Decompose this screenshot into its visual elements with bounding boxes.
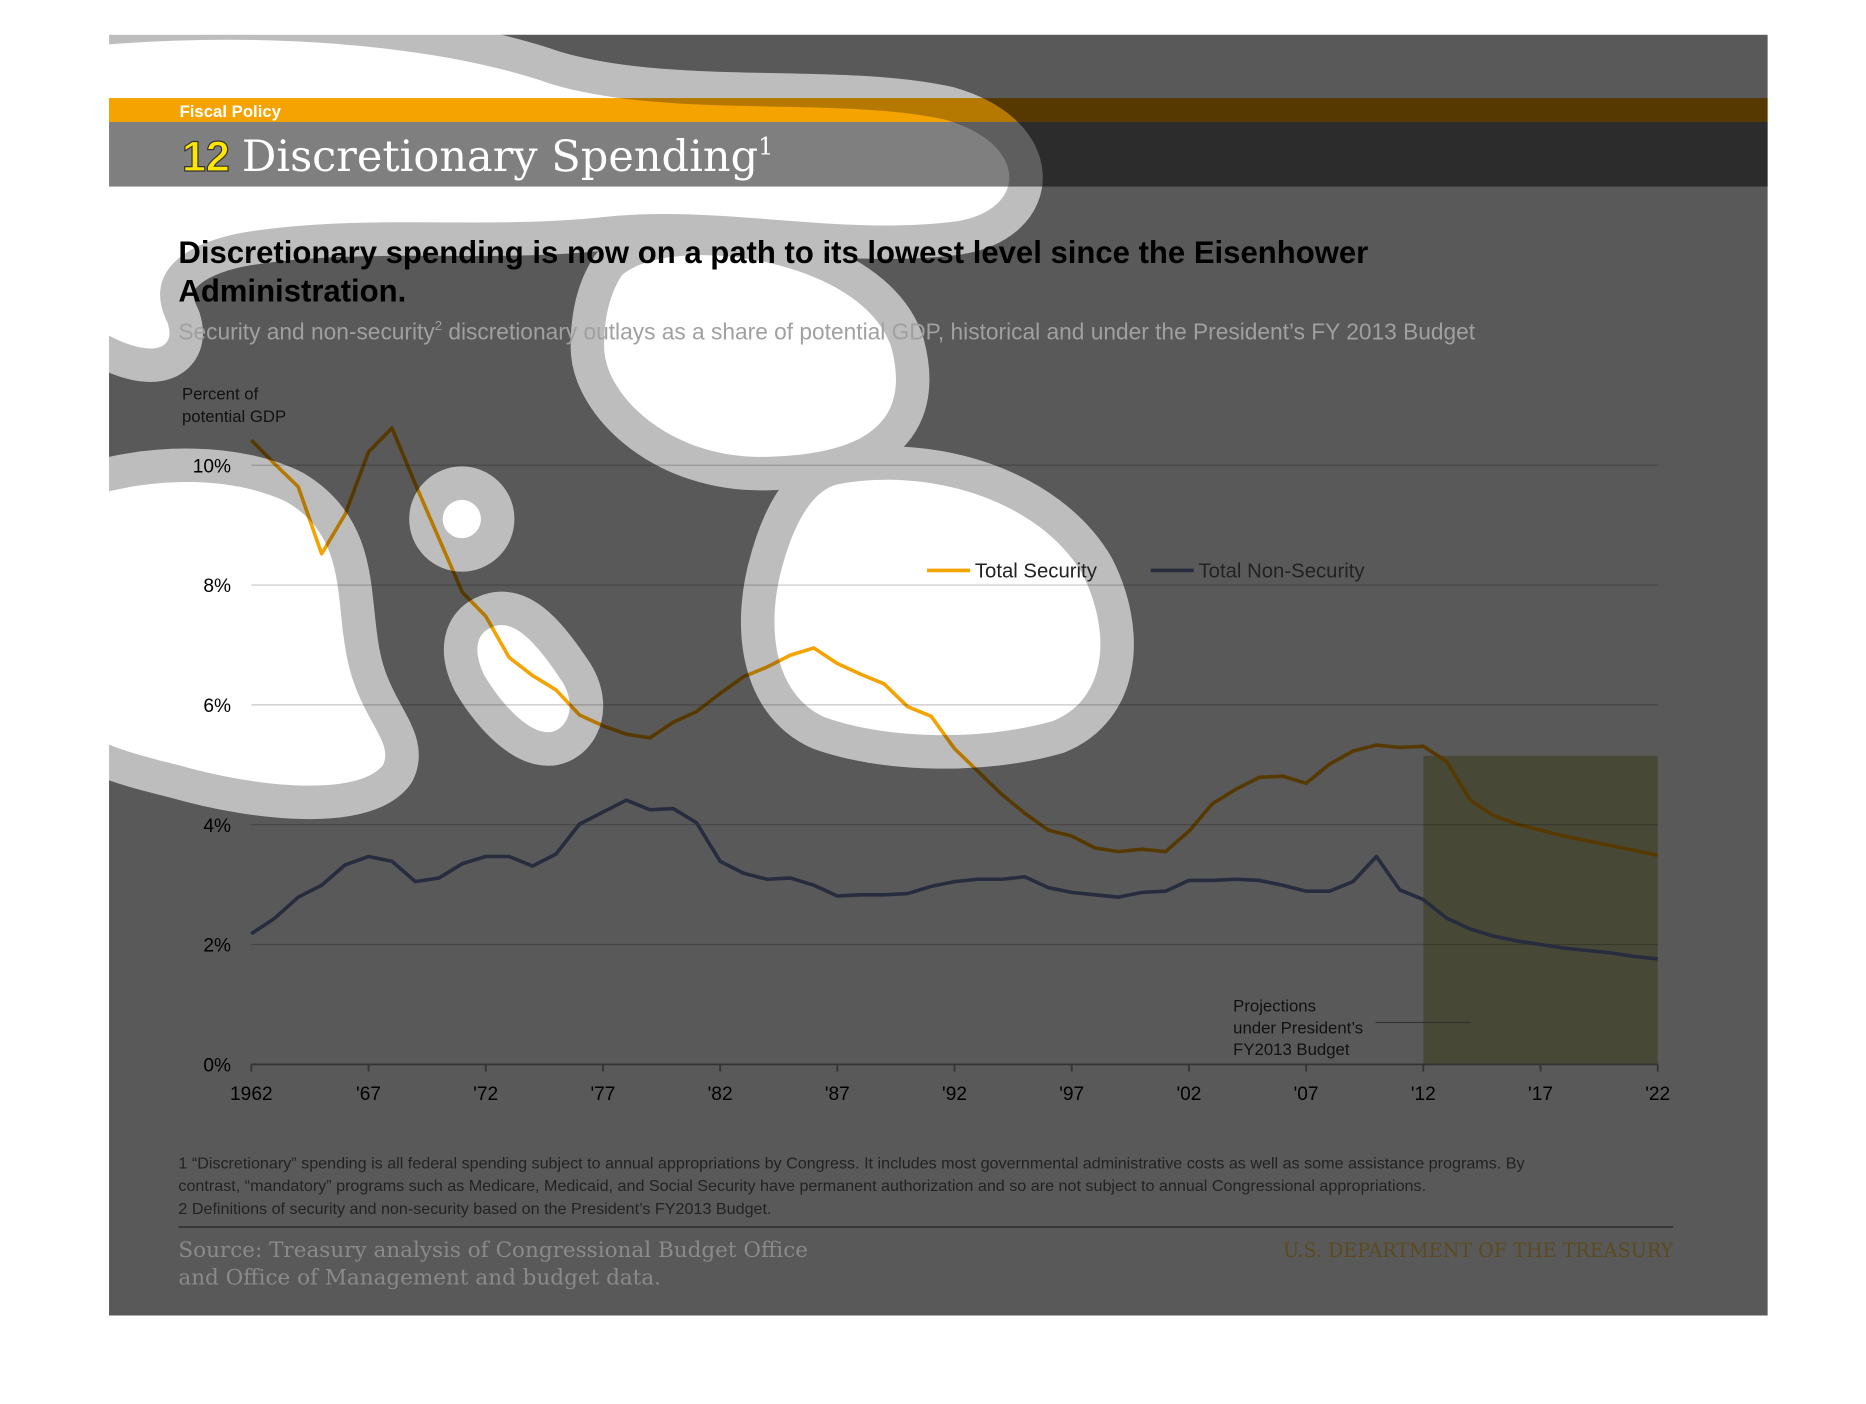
x-tick-label: '67 — [356, 1084, 381, 1105]
slide-title: Discretionary Spending — [242, 132, 758, 182]
x-tick-label: '02 — [1176, 1084, 1201, 1105]
x-tick-label: '22 — [1645, 1084, 1670, 1105]
x-tick-label: '87 — [825, 1084, 850, 1105]
footnote: 1 “Discretionary” spending is all federa… — [178, 1154, 1525, 1172]
overlay-layer — [109, 34, 1768, 1316]
annotation: under President’s — [1233, 1018, 1363, 1037]
chart-title: Administration. — [178, 273, 406, 308]
source: Source: Treasury analysis of Congression… — [178, 1238, 808, 1263]
annotation: Projections — [1233, 997, 1316, 1016]
y-tick-label: 10% — [193, 456, 231, 477]
y-axis-label: potential GDP — [182, 407, 286, 426]
text-layer: Fiscal Policy 12 Discretionary Spending1 … — [178, 102, 1674, 1290]
footnote: 2 Definitions of security and non-securi… — [178, 1200, 771, 1218]
y-tick-label: 6% — [203, 696, 231, 717]
chart-subtitle: Security and non-security2 discretionary… — [178, 318, 1475, 345]
x-tick-label: '07 — [1294, 1084, 1319, 1105]
y-tick-label: 4% — [203, 816, 231, 837]
section-label: Fiscal Policy — [180, 102, 282, 121]
x-tick-label: '92 — [942, 1084, 967, 1105]
subtitle-text: discretionary outlays as a share of pote… — [442, 319, 1476, 345]
slide-heading: 12 Discretionary Spending1 — [182, 132, 773, 182]
slide-title-sup: 1 — [758, 132, 773, 160]
x-tick-label: '77 — [590, 1084, 615, 1105]
x-tick-label: '17 — [1528, 1084, 1553, 1105]
x-tick-label: '97 — [1059, 1084, 1084, 1105]
footnote: contrast, “mandatory” programs such as M… — [178, 1177, 1426, 1195]
x-tick-label: 1962 — [230, 1084, 273, 1105]
chart-title: Discretionary spending is now on a path … — [178, 235, 1368, 270]
subtitle-sup: 2 — [435, 318, 442, 333]
series-line — [250, 798, 1658, 961]
subtitle-text: Security and non-security — [178, 319, 435, 345]
legend-label: Total Security — [975, 561, 1098, 583]
agency: U.S. DEPARTMENT OF THE TREASURY — [1283, 1239, 1674, 1262]
slide-number: 12 — [182, 133, 230, 181]
source: and Office of Management and budget data… — [178, 1265, 661, 1290]
y-tick-label: 8% — [203, 576, 231, 597]
x-tick-label: '72 — [473, 1084, 498, 1105]
x-tick-label: '12 — [1411, 1084, 1436, 1105]
y-axis-label: Percent of — [182, 384, 259, 403]
legend-label: Total Non-Security — [1198, 561, 1365, 583]
x-tick-label: '82 — [708, 1084, 733, 1105]
dim-overlay — [109, 34, 1768, 1316]
y-tick-label: 0% — [203, 1056, 231, 1077]
annotation: FY2013 Budget — [1233, 1040, 1350, 1059]
y-tick-label: 2% — [203, 936, 231, 957]
